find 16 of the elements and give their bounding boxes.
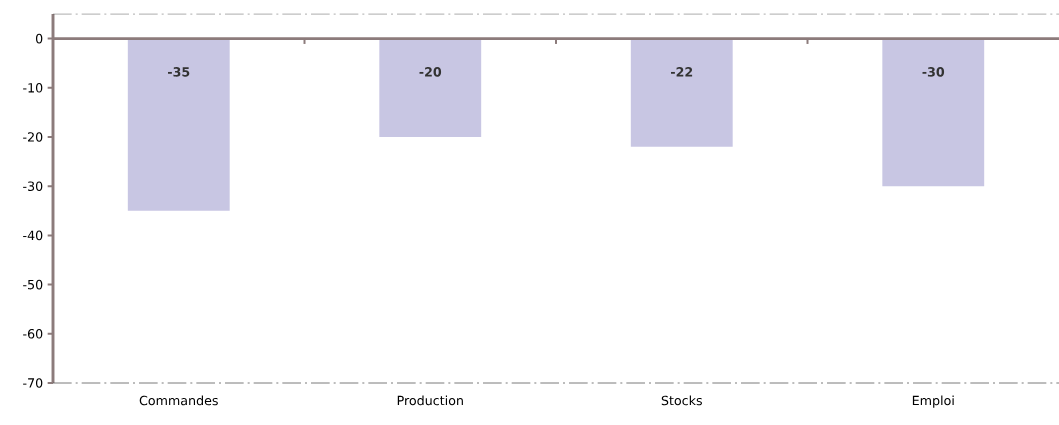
x-tick-label: Stocks xyxy=(661,395,702,406)
y-tick-label: -50 xyxy=(23,279,43,290)
data-label: -35 xyxy=(168,67,190,77)
y-tick-label: -10 xyxy=(23,83,43,93)
data-label: -20 xyxy=(419,67,442,77)
data-label: -22 xyxy=(671,67,693,77)
y-tick-label: -30 xyxy=(23,181,43,191)
y-tick-label: -20 xyxy=(23,132,43,142)
y-tick-label: 0 xyxy=(35,33,43,44)
x-tick-label: Commandes xyxy=(139,395,218,406)
data-label: -30 xyxy=(922,67,945,77)
y-tick-label: -40 xyxy=(23,230,43,241)
y-tick-label: -60 xyxy=(23,329,43,339)
y-tick-label: -70 xyxy=(23,378,43,388)
x-tick-label: Production xyxy=(397,395,463,406)
x-tick-label: Emploi xyxy=(912,395,954,408)
